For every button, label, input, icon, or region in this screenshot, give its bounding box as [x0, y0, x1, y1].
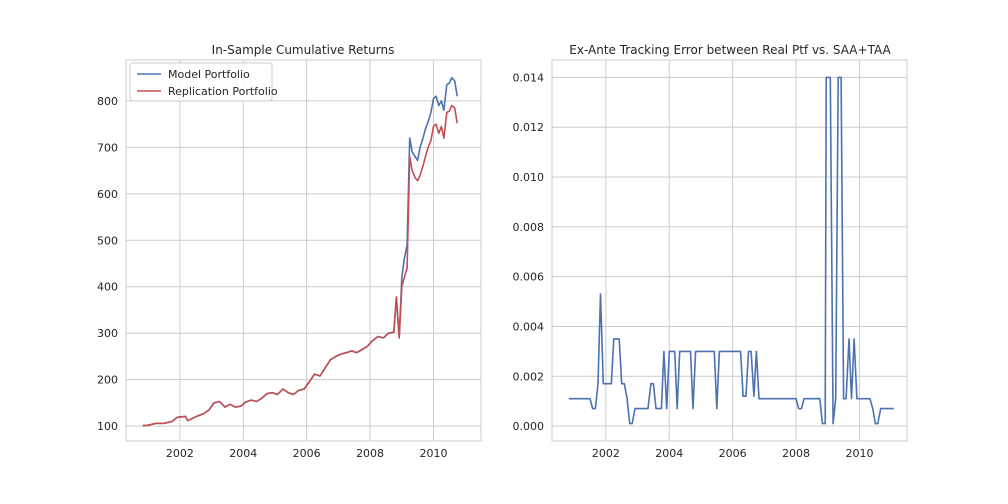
left-x-tick-label: 2008 — [356, 447, 384, 460]
right-y-tick-label: 0.008 — [513, 221, 545, 234]
left-y-tick-label: 400 — [97, 281, 118, 294]
left-chart-grid — [126, 60, 481, 441]
left-x-tick-label: 2004 — [229, 447, 257, 460]
right-chart-tick-labels: 2002 2004 2006 2008 2010 0.000 0.002 0.004 0.006… — [513, 71, 874, 460]
left-chart-cumulative-returns: In-Sample Cumulative Returns 2002 2004 200… — [97, 43, 482, 460]
left-line-replication-portfolio — [142, 104, 458, 427]
right-chart-tracking-error: Ex-Ante Tracking Error between Real Ptf … — [513, 43, 908, 460]
left-x-tick-label: 2006 — [293, 447, 321, 460]
right-x-tick-label: 2006 — [719, 447, 747, 460]
left-chart-tick-labels: 2002 2004 2006 2008 2010 100 200 300 400 500 600 70… — [97, 95, 447, 460]
left-x-tick-label: 2002 — [166, 447, 194, 460]
right-y-tick-label: 0.002 — [513, 370, 545, 383]
left-y-tick-label: 800 — [97, 95, 118, 108]
right-x-tick-label: 2010 — [845, 447, 873, 460]
left-x-tick-label: 2010 — [419, 447, 447, 460]
left-y-tick-label: 200 — [97, 374, 118, 387]
right-x-tick-label: 2004 — [655, 447, 683, 460]
left-y-tick-label: 600 — [97, 188, 118, 201]
right-line-series-0 — [568, 76, 894, 425]
right-chart-title: Ex-Ante Tracking Error between Real Ptf … — [569, 43, 891, 57]
legend-label-model-portfolio: Model Portfolio — [168, 68, 250, 81]
right-y-tick-label: 0.000 — [513, 420, 545, 433]
right-y-tick-label: 0.004 — [513, 320, 545, 333]
right-y-tick-label: 0.006 — [513, 271, 545, 284]
left-y-tick-label: 300 — [97, 327, 118, 340]
left-y-tick-label: 500 — [97, 234, 118, 247]
legend-label-replication-portfolio: Replication Portfolio — [168, 85, 278, 98]
left-chart-title: In-Sample Cumulative Returns — [212, 43, 395, 57]
right-x-tick-label: 2008 — [782, 447, 810, 460]
right-chart-frame — [551, 59, 908, 442]
left-chart-legend: Model Portfolio Replication Portfolio — [129, 62, 278, 102]
right-x-tick-label: 2002 — [592, 447, 620, 460]
right-chart-lines — [568, 76, 894, 425]
right-y-tick-label: 0.014 — [513, 71, 545, 84]
left-y-tick-label: 700 — [97, 141, 118, 154]
left-y-tick-label: 100 — [97, 420, 118, 433]
right-y-tick-label: 0.012 — [513, 121, 545, 134]
right-y-tick-label: 0.010 — [513, 171, 545, 184]
left-chart-lines — [142, 76, 458, 427]
legend-box — [129, 62, 273, 102]
left-chart-frame — [125, 59, 482, 442]
